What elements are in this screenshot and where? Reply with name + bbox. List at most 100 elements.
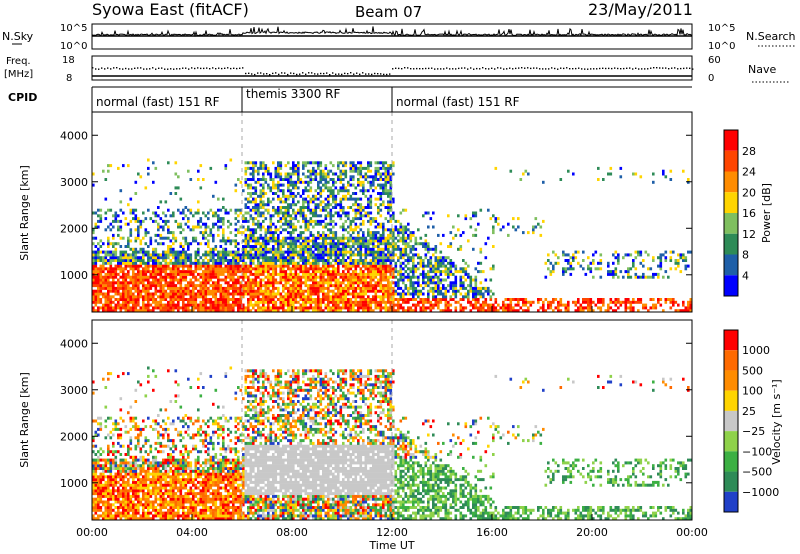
heatmap-cell xyxy=(364,281,368,285)
heatmap-cell xyxy=(312,197,315,201)
heatmap-cell xyxy=(194,259,198,262)
heatmap-cell xyxy=(119,275,123,279)
heatmap-cell xyxy=(162,259,165,262)
heatmap-cell xyxy=(489,217,493,221)
heatmap-cell xyxy=(559,178,563,181)
heatmap-cell xyxy=(272,261,275,265)
heatmap-cell xyxy=(289,206,293,209)
heatmap-cell xyxy=(222,278,225,282)
heatmap-cell xyxy=(277,298,280,301)
heatmap-cell xyxy=(452,264,455,268)
heatmap-cell xyxy=(372,245,375,248)
heatmap-cell xyxy=(432,211,435,215)
heatmap-cell xyxy=(214,259,218,262)
heatmap-cell xyxy=(492,214,495,218)
heatmap-cell xyxy=(442,270,445,274)
heatmap-cell xyxy=(187,267,190,271)
heatmap-cell xyxy=(212,194,215,198)
freq-point xyxy=(350,72,352,74)
heatmap-cell xyxy=(404,300,408,304)
heatmap-cell xyxy=(292,242,295,246)
heatmap-cell xyxy=(252,231,255,235)
heatmap-cell xyxy=(272,247,275,251)
heatmap-cell xyxy=(114,306,118,310)
heatmap-cell xyxy=(219,295,223,299)
heatmap-cell xyxy=(247,275,250,279)
heatmap-cell xyxy=(252,192,255,195)
heatmap-cell xyxy=(324,206,328,209)
heatmap-cell xyxy=(562,270,565,274)
heatmap-cell xyxy=(547,303,550,307)
heatmap-cell xyxy=(487,286,490,290)
freq-point xyxy=(260,72,262,74)
heatmap-cell xyxy=(629,300,633,304)
heatmap-cell xyxy=(209,228,213,232)
heatmap-cell xyxy=(389,233,393,237)
heatmap-cell xyxy=(557,300,560,304)
heatmap-cell xyxy=(254,278,258,282)
heatmap-cell xyxy=(339,242,343,246)
heatmap-cell xyxy=(387,295,390,299)
heatmap-cell xyxy=(162,211,165,215)
heatmap-cell xyxy=(322,275,325,279)
heatmap-cell xyxy=(172,300,175,304)
heatmap-cell xyxy=(259,233,263,237)
heatmap-cell xyxy=(229,259,233,262)
heatmap-cell xyxy=(197,247,200,251)
heatmap-cell xyxy=(342,222,345,226)
heatmap-cell xyxy=(262,264,265,268)
heatmap-cell xyxy=(249,208,253,212)
heatmap-cell xyxy=(197,169,200,173)
heatmap-cell xyxy=(154,298,158,301)
heatmap-cell xyxy=(432,253,435,257)
heatmap-cell xyxy=(459,284,463,288)
heatmap-cell xyxy=(282,267,285,271)
heatmap-cell xyxy=(164,259,168,262)
heatmap-cell xyxy=(254,211,258,215)
heatmap-cell xyxy=(104,217,108,221)
heatmap-cell xyxy=(364,259,368,262)
heatmap-cell xyxy=(259,298,263,301)
heatmap-cell xyxy=(117,306,120,310)
heatmap-cell xyxy=(222,298,225,301)
heatmap-cell xyxy=(164,298,168,301)
heatmap-cell xyxy=(489,298,493,301)
heatmap-cell xyxy=(242,270,245,274)
heatmap-cell xyxy=(212,225,215,229)
heatmap-cell xyxy=(437,303,440,307)
heatmap-cell xyxy=(214,214,218,218)
heatmap-cell xyxy=(619,300,623,304)
heatmap-cell xyxy=(279,275,283,279)
heatmap-cell xyxy=(359,169,363,173)
heatmap-cell xyxy=(124,292,128,296)
heatmap-cell xyxy=(332,180,335,184)
heatmap-cell xyxy=(129,259,133,262)
heatmap-cell xyxy=(209,306,213,310)
heatmap-cell xyxy=(162,309,165,313)
heatmap-cell xyxy=(542,303,545,307)
heatmap-cell xyxy=(252,222,255,226)
heatmap-cell xyxy=(372,180,375,184)
heatmap-cell xyxy=(364,214,368,218)
heatmap-cell xyxy=(182,261,185,265)
heatmap-cell xyxy=(129,300,133,304)
heatmap-cell xyxy=(402,239,405,243)
heatmap-cell xyxy=(284,208,288,212)
heatmap-cell xyxy=(294,300,298,304)
heatmap-cell xyxy=(297,289,300,293)
heatmap-cell xyxy=(382,272,385,276)
heatmap-cell xyxy=(312,300,315,304)
heatmap-cell xyxy=(452,261,455,265)
heatmap-cell xyxy=(614,267,618,271)
heatmap-cell xyxy=(254,295,258,299)
heatmap-cell xyxy=(187,272,190,276)
heatmap-cell xyxy=(299,259,303,262)
heatmap-cell xyxy=(327,289,330,293)
heatmap-cell xyxy=(199,306,203,310)
heatmap-cell xyxy=(387,242,390,246)
heatmap-cell xyxy=(397,256,400,260)
heatmap-cell xyxy=(212,267,215,271)
heatmap-cell xyxy=(352,303,355,307)
heatmap-cell xyxy=(252,253,255,257)
heatmap-cell xyxy=(254,169,258,173)
